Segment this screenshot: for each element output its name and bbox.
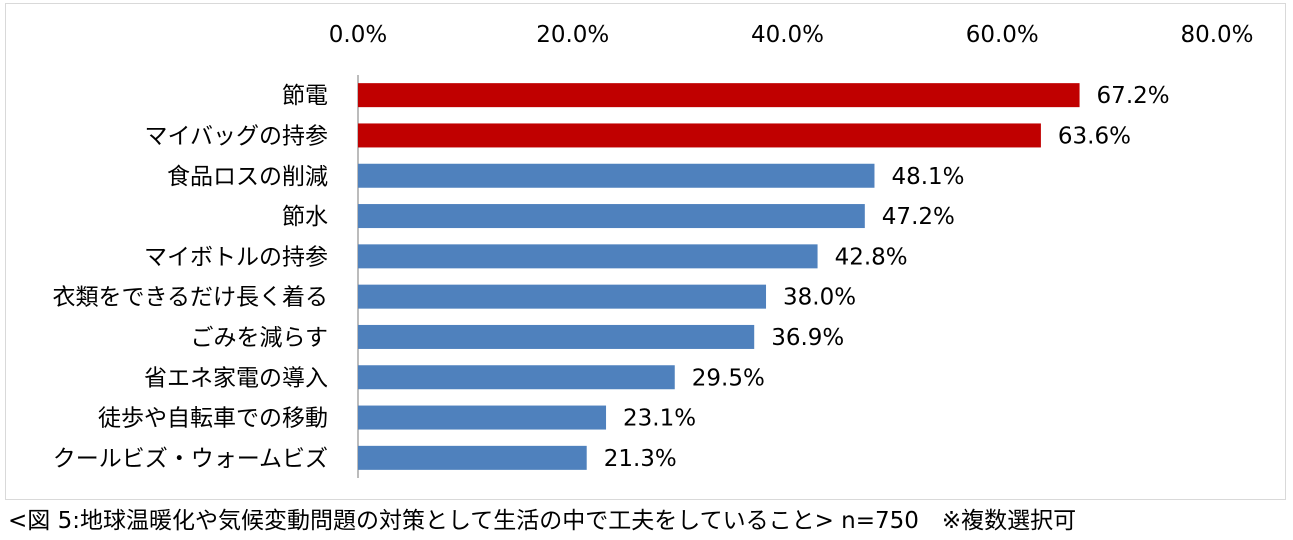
bar [358,163,875,188]
category-label: 食品ロスの削減 [167,164,328,190]
bar [358,445,587,470]
bar [358,204,865,229]
bar [358,244,818,269]
x-tick-label: 40.0% [751,22,824,48]
category-label: マイバッグの持参 [144,123,328,149]
category-label: 徒歩や自転車での移動 [98,406,328,432]
value-label: 38.0% [783,285,856,311]
bar [358,284,767,309]
category-label: 衣類をできるだけ長く着る [52,285,328,311]
bar [358,324,755,349]
value-label: 47.2% [882,204,955,230]
x-tick-label: 0.0% [329,22,387,48]
category-label: 節電 [282,83,328,109]
category-label: クールビズ・ウォームビズ [53,446,328,472]
value-label: 63.6% [1058,123,1131,149]
figure-caption: <図 5:地球温暖化や気候変動問題の対策として生活の中で工夫をしていること> n… [8,508,1077,534]
category-labels: 節電マイバッグの持参食品ロスの削減節水マイボトルの持参衣類をできるだけ長く着るご… [52,83,328,472]
bars [358,83,1080,470]
category-label: 省エネ家電の導入 [144,365,328,391]
value-label: 67.2% [1097,83,1170,109]
x-tick-labels: 0.0% 20.0% 40.0% 60.0% 80.0% [329,22,1254,48]
value-label: 23.1% [623,406,696,432]
value-label: 48.1% [891,164,964,190]
value-label: 42.8% [835,244,908,270]
value-label: 36.9% [771,325,844,351]
category-label: 節水 [282,204,328,230]
x-tick-label: 60.0% [966,22,1039,48]
value-label: 21.3% [604,446,677,472]
x-tick-label: 20.0% [536,22,609,48]
value-labels: 67.2% 63.6% 48.1% 47.2% 42.8% 38.0% 36.9%29.5%… [604,83,1170,472]
bar-chart: 0.0% 20.0% 40.0% 60.0% 80.0% 節電マイバッグの持参食品ロスの… [52,22,1254,478]
bar [358,365,675,390]
bar [358,123,1041,148]
value-label: 29.5% [692,365,765,391]
category-label: ごみを減らす [190,325,328,351]
bar [358,83,1080,108]
bar [358,405,607,430]
category-label: マイボトルの持参 [144,244,328,270]
x-tick-label: 80.0% [1180,22,1253,48]
